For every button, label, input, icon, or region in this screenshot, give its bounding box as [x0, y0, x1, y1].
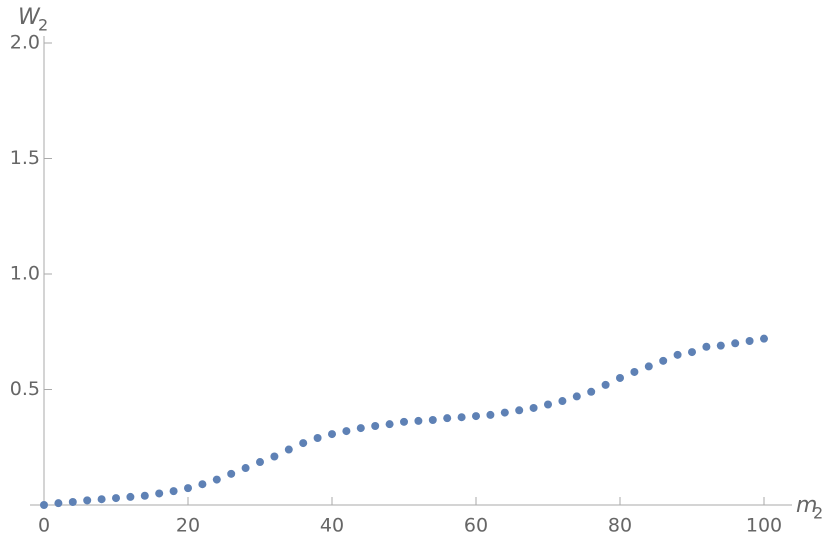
point	[457, 413, 466, 422]
point	[313, 434, 322, 443]
point	[342, 427, 351, 436]
point	[702, 342, 711, 351]
x-tick-label: 80	[608, 515, 632, 537]
point	[184, 484, 192, 493]
point	[745, 336, 754, 345]
point	[227, 469, 236, 478]
point	[241, 464, 250, 473]
point	[371, 421, 380, 430]
point	[428, 415, 437, 424]
point	[659, 356, 668, 365]
point	[443, 414, 452, 423]
point	[299, 439, 308, 448]
point	[616, 373, 624, 382]
point	[328, 430, 336, 439]
point	[630, 367, 639, 376]
point	[544, 400, 552, 409]
point	[731, 339, 740, 348]
x-tick-label: 60	[464, 515, 488, 537]
y-tick-label: 1.5	[10, 147, 40, 169]
point	[558, 397, 567, 406]
point	[500, 408, 509, 417]
point	[126, 492, 135, 501]
x-tick-label: 20	[176, 515, 200, 537]
point	[515, 406, 524, 415]
point	[40, 501, 48, 509]
point	[68, 497, 77, 506]
point	[97, 495, 106, 504]
point	[601, 380, 610, 389]
x-axis-label-sub: 2	[813, 504, 823, 523]
point	[356, 424, 365, 433]
y-tick-label: 0.5	[10, 378, 40, 400]
point	[760, 334, 768, 343]
point	[587, 387, 596, 396]
point	[529, 403, 538, 412]
y-tick-label: 2.0	[10, 32, 40, 54]
x-axis-label: m	[796, 493, 817, 518]
point	[385, 420, 394, 429]
y-tick-label: 1.0	[10, 263, 40, 285]
point	[140, 491, 149, 500]
x-tick-label: 100	[746, 515, 782, 537]
point	[572, 392, 581, 401]
x-tick-label: 0	[38, 515, 50, 537]
point	[112, 494, 120, 503]
point	[414, 416, 423, 425]
point	[169, 487, 178, 496]
point	[644, 362, 653, 371]
y-axis-label-sub: 2	[38, 16, 48, 35]
point	[716, 341, 725, 350]
y-axis-label: W	[18, 5, 41, 30]
point	[155, 489, 164, 498]
point	[198, 480, 207, 489]
point	[400, 417, 408, 426]
point	[83, 496, 92, 505]
x-tick-label: 40	[320, 515, 344, 537]
point	[270, 452, 279, 461]
point	[486, 410, 495, 419]
point	[54, 499, 63, 508]
point	[673, 350, 682, 359]
point	[212, 475, 221, 484]
point	[284, 445, 293, 454]
point	[256, 458, 264, 467]
point	[472, 412, 480, 421]
point	[688, 348, 696, 357]
